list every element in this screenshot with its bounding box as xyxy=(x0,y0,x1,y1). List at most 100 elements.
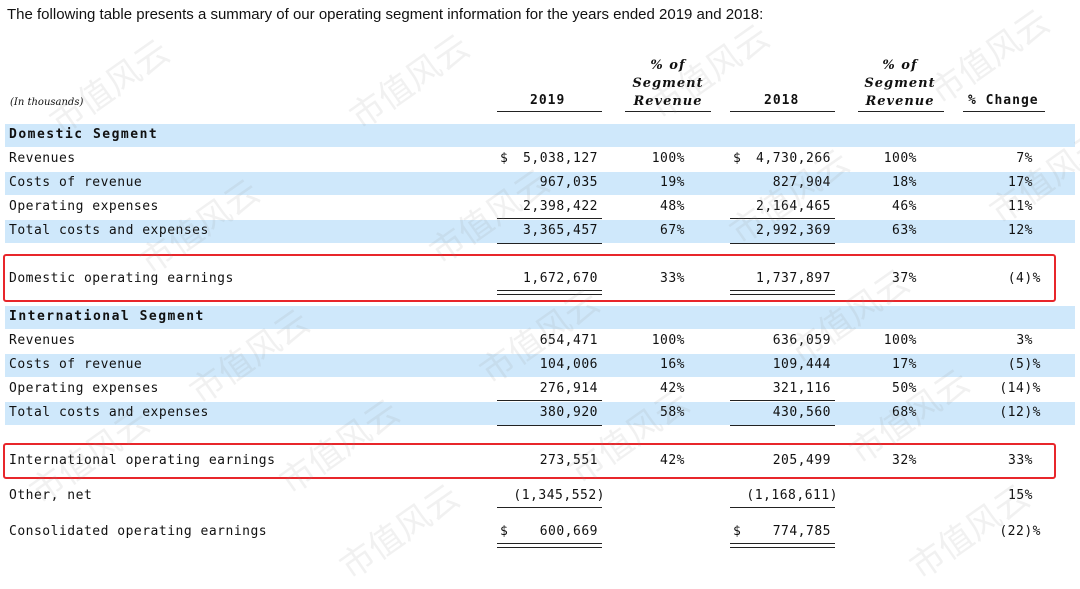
header-pct-2019: % of Segment Revenue xyxy=(632,58,704,109)
value-2019: 380,920 xyxy=(539,405,598,420)
subtotal-underline xyxy=(497,400,602,401)
subtotal-underline xyxy=(497,218,602,219)
section-title: International Segment xyxy=(9,309,205,324)
header-underline xyxy=(625,111,711,112)
pct-change: (22)% xyxy=(999,524,1041,539)
section-title: Domestic Segment xyxy=(9,127,159,142)
row-label: Other, net xyxy=(9,488,93,503)
pct-2018: 18% xyxy=(892,175,917,190)
pct-change: 3% xyxy=(1016,333,1033,348)
pct-2019: 42% xyxy=(660,381,685,396)
value-2019: 3,365,457 xyxy=(523,223,598,238)
table-row-domestic-earnings: Domestic operating earnings 1,672,670 33… xyxy=(5,268,1075,291)
pct-2019: 100% xyxy=(651,151,685,166)
pct-2018: 37% xyxy=(892,271,917,286)
pct-2019: 33% xyxy=(660,271,685,286)
value-2018: 1,737,897 xyxy=(756,271,831,286)
subtotal-underline xyxy=(730,400,835,401)
value-2018: 2,164,465 xyxy=(756,199,831,214)
subtotal-underline xyxy=(730,243,835,244)
table-row: Operating expenses 2,398,422 48% 2,164,4… xyxy=(5,196,1075,219)
pct-2019: 67% xyxy=(660,223,685,238)
pct-change: (14)% xyxy=(999,381,1041,396)
table-row: Costs of revenue 967,035 19% 827,904 18%… xyxy=(5,172,1075,195)
row-label: Revenues xyxy=(9,333,76,348)
header-pct-2018: % of Segment Revenue xyxy=(864,58,936,109)
value-2019: 5,038,127 xyxy=(523,151,598,166)
row-label: Costs of revenue xyxy=(9,175,143,190)
table-row: Total costs and expenses 380,920 58% 430… xyxy=(5,402,1075,425)
pct-change: (5)% xyxy=(1007,357,1041,372)
pct-change: 15% xyxy=(1008,488,1033,503)
pct-2018: 68% xyxy=(892,405,917,420)
total-double-underline xyxy=(497,543,602,548)
header-change: % Change xyxy=(968,93,1039,108)
value-2019: 967,035 xyxy=(539,175,598,190)
pct-change: 11% xyxy=(1008,199,1033,214)
header-underline xyxy=(858,111,944,112)
highlight-box-domestic xyxy=(3,254,1056,302)
row-label: International operating earnings xyxy=(9,453,276,468)
pct-2019: 58% xyxy=(660,405,685,420)
pct-2018: 17% xyxy=(892,357,917,372)
dollar-sign: $ xyxy=(733,524,741,539)
value-2019: 600,669 xyxy=(539,524,598,539)
pct-2018: 100% xyxy=(883,333,917,348)
table-row-other: Other, net (1,345,552) (1,168,611) 15% xyxy=(5,485,1075,508)
pct-2018: 100% xyxy=(883,151,917,166)
pct-2019: 42% xyxy=(660,453,685,468)
dollar-sign: $ xyxy=(500,151,508,166)
header-2019: 2019 xyxy=(530,93,566,108)
subtotal-underline xyxy=(730,507,835,508)
value-2019: 273,551 xyxy=(539,453,598,468)
pct-2018: 46% xyxy=(892,199,917,214)
pct-2019: 19% xyxy=(660,175,685,190)
dollar-sign: $ xyxy=(733,151,741,166)
table-row-international-earnings: International operating earnings 273,551… xyxy=(5,450,1075,473)
pct-change: (12)% xyxy=(999,405,1041,420)
value-2019: (1,345,552) xyxy=(513,488,605,503)
subtotal-underline xyxy=(497,243,602,244)
header-underline xyxy=(730,111,835,112)
header-underline xyxy=(497,111,602,112)
row-label: Total costs and expenses xyxy=(9,405,209,420)
intro-text: The following table presents a summary o… xyxy=(7,6,764,23)
row-label: Total costs and expenses xyxy=(9,223,209,238)
table-row: Operating expenses 276,914 42% 321,116 5… xyxy=(5,378,1075,401)
pct-2019: 16% xyxy=(660,357,685,372)
pct-change: 7% xyxy=(1016,151,1033,166)
total-double-underline xyxy=(730,290,835,295)
total-double-underline xyxy=(497,290,602,295)
header-underline xyxy=(963,111,1045,112)
dollar-sign: $ xyxy=(500,524,508,539)
value-2019: 276,914 xyxy=(539,381,598,396)
value-2018: 205,499 xyxy=(772,453,831,468)
value-2018: 827,904 xyxy=(772,175,831,190)
row-label: Revenues xyxy=(9,151,76,166)
row-label: Operating expenses xyxy=(9,381,159,396)
value-2018: 4,730,266 xyxy=(756,151,831,166)
subtotal-underline xyxy=(730,425,835,426)
pct-change: 33% xyxy=(1008,453,1033,468)
value-2018: 109,444 xyxy=(772,357,831,372)
row-label: Consolidated operating earnings xyxy=(9,524,268,539)
value-2019: 654,471 xyxy=(539,333,598,348)
subtotal-underline xyxy=(730,218,835,219)
table-row: Revenues $ 5,038,127 100% $ 4,730,266 10… xyxy=(5,148,1075,171)
table-row: Revenues 654,471 100% 636,059 100% 3% xyxy=(5,330,1075,353)
table-row-consolidated: Consolidated operating earnings $ 600,66… xyxy=(5,521,1075,544)
value-2018: 774,785 xyxy=(772,524,831,539)
value-2018: 636,059 xyxy=(772,333,831,348)
table-row: Total costs and expenses 3,365,457 67% 2… xyxy=(5,220,1075,243)
value-2018: 321,116 xyxy=(772,381,831,396)
value-2019: 104,006 xyxy=(539,357,598,372)
watermark: 市值风云 xyxy=(342,26,478,138)
section-row-domestic: Domestic Segment xyxy=(5,124,1075,147)
unit-label: (In thousands) xyxy=(10,97,84,108)
total-double-underline xyxy=(730,543,835,548)
value-2018: (1,168,611) xyxy=(746,488,838,503)
section-row-international: International Segment xyxy=(5,306,1075,329)
table-row: Costs of revenue 104,006 16% 109,444 17%… xyxy=(5,354,1075,377)
pct-2018: 63% xyxy=(892,223,917,238)
row-label: Operating expenses xyxy=(9,199,159,214)
